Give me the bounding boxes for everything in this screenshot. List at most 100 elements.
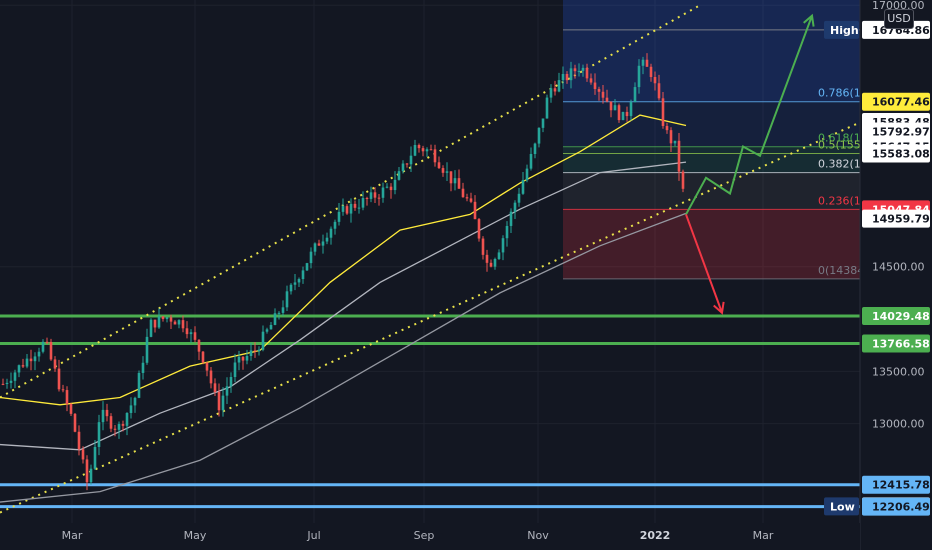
candle-body — [185, 328, 189, 335]
candle-body — [441, 168, 445, 173]
candle-body — [537, 127, 541, 144]
candle-body — [381, 187, 385, 198]
candle-body — [169, 317, 173, 322]
price-tag-label: 14959.79 — [872, 213, 930, 226]
time-tick-label: Jul — [306, 529, 320, 542]
candle-body — [297, 279, 301, 283]
candle-body — [77, 431, 81, 450]
price-tag-label: 16077.46 — [872, 96, 930, 109]
price-axis-background — [860, 0, 932, 550]
candle-body — [385, 186, 389, 188]
moving-average-line — [0, 114, 687, 406]
candle-body — [589, 78, 593, 83]
candle-body — [321, 241, 325, 246]
price-tag — [862, 497, 930, 516]
price-tag — [862, 92, 930, 111]
candle-body — [189, 332, 193, 335]
price-tag — [862, 475, 930, 494]
candle-body — [473, 201, 477, 220]
price-tag-label: 15583.08 — [872, 147, 930, 160]
candle-body — [409, 155, 413, 165]
candle-body — [509, 211, 513, 226]
candle-body — [573, 68, 577, 72]
candle-body — [85, 459, 89, 483]
candle-body — [477, 219, 481, 239]
candle-body — [377, 197, 381, 199]
channel-lines[interactable] — [0, 4, 861, 514]
horizontal-lines[interactable] — [0, 314, 860, 509]
price-tag — [862, 209, 930, 228]
time-tick-label: Mar — [62, 529, 83, 542]
candle-body — [313, 243, 317, 252]
candle-body — [373, 192, 377, 198]
candle-body — [553, 88, 557, 92]
candle-body — [493, 258, 497, 267]
candle-body — [33, 356, 37, 362]
price-tag — [862, 144, 930, 163]
candle-body — [457, 178, 461, 189]
candle-body — [541, 118, 545, 128]
candle-body — [173, 321, 177, 325]
candle-body — [1, 383, 5, 385]
candle-body — [73, 413, 77, 432]
candle-body — [389, 186, 393, 191]
candle-body — [161, 316, 165, 320]
fibonacci-box[interactable] — [563, 0, 868, 280]
candle-body — [257, 349, 261, 352]
candle-body — [221, 395, 225, 411]
candle-body — [453, 178, 457, 184]
projection-arrows[interactable] — [685, 13, 815, 315]
candle-body — [649, 66, 653, 77]
candle-body — [601, 91, 605, 98]
candle-body — [361, 198, 365, 208]
candle-body — [49, 341, 53, 360]
candle-body — [469, 198, 473, 202]
price-tag-label: 12206.49 — [872, 501, 930, 514]
candle-body — [113, 428, 117, 430]
price-tick-label: 14500.00 — [872, 261, 925, 274]
fib-level-label: 0.382(1 — [818, 158, 861, 171]
candle-body — [429, 149, 433, 151]
candle-body — [449, 171, 453, 184]
candle-body — [137, 372, 141, 398]
candle-body — [393, 179, 397, 191]
candle-body — [529, 153, 533, 169]
candle-body — [357, 207, 361, 209]
time-tick-label: Nov — [527, 529, 549, 542]
candle-body — [309, 251, 313, 264]
candle-body — [681, 171, 685, 189]
candle-body — [605, 97, 609, 102]
fib-level-label: 0(14384 — [818, 264, 864, 277]
candle-body — [225, 386, 229, 396]
time-tick-label: Mar — [753, 529, 774, 542]
candle-body — [149, 319, 153, 337]
candle-body — [653, 76, 657, 84]
projection-up-arrow-head — [803, 13, 815, 27]
candle-body — [581, 67, 585, 71]
candle-body — [637, 65, 641, 88]
candle-body — [193, 332, 197, 340]
projection-down-arrow — [685, 214, 723, 314]
high-tag — [824, 20, 859, 39]
price-tag-label: 15792.97 — [872, 125, 930, 138]
candle-body — [669, 130, 673, 144]
time-axis[interactable]: Mar May Jul Sep Nov 2022 Mar — [0, 523, 860, 550]
time-axis-background — [0, 523, 860, 550]
candle-body — [69, 404, 73, 414]
candle-body — [165, 317, 169, 320]
low-tag — [824, 497, 859, 516]
grid — [0, 0, 860, 523]
candle-body — [101, 409, 105, 423]
candle-body — [501, 238, 505, 253]
candle-body — [333, 221, 337, 229]
currency-badge[interactable]: USD — [884, 9, 914, 29]
candle-body — [397, 171, 401, 180]
candle-body — [141, 362, 145, 373]
candle-body — [421, 148, 425, 152]
candle-body — [17, 365, 21, 373]
price-tick-label: 13000.00 — [872, 418, 925, 431]
candle-body — [617, 105, 621, 121]
candle-body — [249, 350, 253, 356]
